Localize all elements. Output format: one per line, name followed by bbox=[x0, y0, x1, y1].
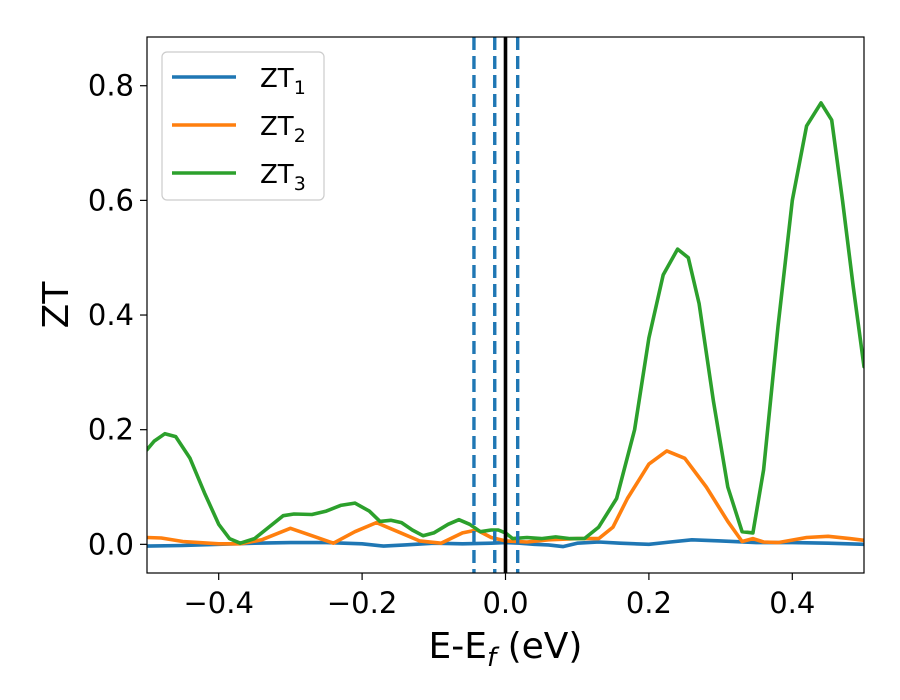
vertical-lines bbox=[472, 37, 520, 573]
legend-label-2: ZT2 bbox=[260, 112, 306, 147]
x-axis-label: E-Ef (eV) bbox=[429, 626, 583, 673]
x-tick-label: 0.0 bbox=[482, 586, 528, 620]
y-tick-label: 0.6 bbox=[88, 183, 134, 217]
legend-label-3: ZT3 bbox=[260, 160, 306, 195]
y-tick-label: 0.4 bbox=[88, 298, 134, 332]
y-tick-label: 0.8 bbox=[88, 69, 134, 103]
x-tick-label: −0.4 bbox=[183, 586, 253, 620]
legend-box bbox=[161, 51, 325, 201]
series-line-2 bbox=[147, 449, 864, 546]
x-tick-label: 0.4 bbox=[769, 586, 815, 620]
legend: ZT1 ZT2 ZT3 bbox=[161, 51, 325, 201]
y-axis-ticks: 0.0 0.2 0.4 0.6 0.8 bbox=[88, 69, 147, 561]
y-tick-label: 0.0 bbox=[88, 527, 134, 561]
y-tick-label: 0.2 bbox=[88, 413, 134, 447]
x-tick-label: −0.2 bbox=[327, 586, 397, 620]
legend-label-1: ZT1 bbox=[260, 64, 306, 99]
y-axis-label: ZT bbox=[36, 281, 77, 329]
series-group bbox=[147, 101, 864, 549]
x-axis-ticks: −0.4 −0.2 0.0 0.2 0.4 bbox=[183, 573, 815, 620]
x-tick-label: 0.2 bbox=[626, 586, 672, 620]
series-line-3 bbox=[147, 101, 864, 545]
